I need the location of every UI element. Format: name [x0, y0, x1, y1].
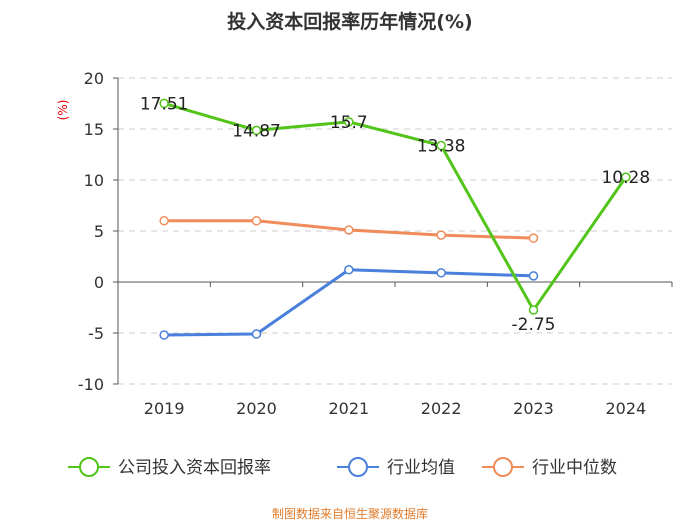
y-axis-label: (%): [56, 100, 70, 121]
data-label: -2.75: [512, 315, 556, 335]
data-point: [344, 117, 354, 127]
series-group: [159, 98, 631, 340]
y-tick-label: -10: [78, 375, 104, 394]
x-tick-label: 2021: [328, 399, 369, 418]
source-note: 制图数据来自恒生聚源数据库: [272, 506, 428, 521]
y-tick-label: 15: [84, 120, 104, 139]
data-point: [528, 233, 539, 243]
data-point: [528, 271, 539, 281]
x-tick-label: 2019: [144, 399, 185, 418]
series-line-0: [163, 101, 628, 312]
chart-title: 投入资本回报率历年情况(%): [227, 10, 472, 33]
x-axis: 2019 2020 2021 2022 2023 2024: [117, 281, 673, 418]
legend-item-0[interactable]: 公司投入资本回报率: [68, 457, 271, 478]
legend-label: 行业中位数: [532, 458, 617, 478]
legend-item-1[interactable]: 行业均值: [337, 457, 455, 478]
y-tick-label: 10: [84, 171, 104, 190]
legend[interactable]: 公司投入资本回报率 行业均值 行业中位数: [68, 457, 617, 478]
x-tick-label: 2024: [605, 399, 646, 418]
series-line-1: [164, 268, 534, 337]
data-point: [251, 216, 262, 226]
data-point: [159, 98, 169, 109]
data-label: 10.28: [601, 168, 650, 188]
data-point: [159, 330, 169, 340]
y-tick-label: 5: [94, 222, 104, 241]
data-point: [159, 216, 169, 226]
x-tick-label: 2023: [513, 399, 554, 418]
data-point: [344, 225, 354, 235]
data-point: [436, 268, 446, 278]
y-axis-ticks: 20 15 10 5 0 -5 -10: [78, 69, 119, 394]
grid-lines: [118, 77, 672, 385]
data-point: [528, 305, 539, 315]
legend-marker: [348, 457, 368, 477]
y-tick-label: 20: [84, 69, 104, 88]
data-label: 17.51: [140, 94, 189, 114]
x-tick-label: 2020: [236, 399, 277, 418]
data-point: [344, 265, 354, 275]
data-label: 13.38: [417, 137, 466, 157]
legend-marker: [493, 457, 513, 477]
legend-item-2[interactable]: 行业中位数: [482, 457, 617, 478]
legend-marker: [79, 457, 99, 477]
data-point: [251, 329, 262, 339]
data-point: [436, 140, 446, 151]
data-point: [621, 172, 631, 182]
data-point: [251, 125, 262, 136]
y-tick-label: -5: [88, 324, 104, 343]
x-tick-label: 2022: [421, 399, 462, 418]
data-label: 14.87: [232, 121, 281, 141]
legend-label: 公司投入资本回报率: [118, 458, 271, 478]
y-tick-label: 0: [94, 273, 104, 292]
data-point: [436, 230, 446, 240]
legend-label: 行业均值: [387, 458, 455, 478]
data-labels: 17.51 14.87 15.7 13.38 -2.75 10.28: [140, 94, 650, 335]
data-label: 15.7: [330, 113, 368, 133]
